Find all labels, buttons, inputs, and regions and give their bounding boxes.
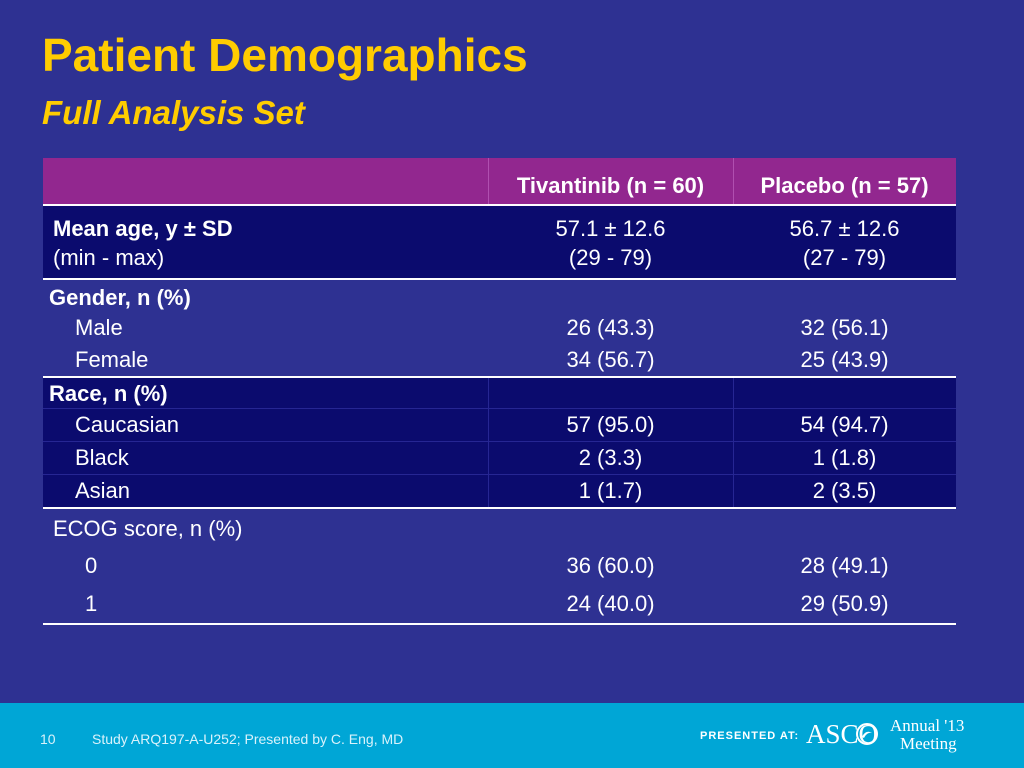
row-placebo-value: 2 (3.5): [812, 478, 877, 503]
age-label-cell: Mean age, y ± SD (min - max): [53, 214, 498, 272]
table-row: Caucasian 57 (95.0) 54 (94.7): [43, 408, 956, 441]
row-tivantinib-value: 1 (1.7): [578, 478, 643, 503]
table-row: Asian 1 (1.7) 2 (3.5): [43, 474, 956, 507]
row-tivantinib-value: 26 (43.3): [566, 315, 655, 340]
table-bottom-rule: [43, 623, 956, 625]
row-label: Caucasian: [75, 412, 179, 437]
race-section: Race, n (%) Caucasian 57 (95.0) 54 (94.7…: [43, 376, 956, 509]
age-placebo-cell: 56.7 ± 12.6 (27 - 79): [733, 214, 956, 272]
row-tivantinib-value: 57 (95.0): [566, 412, 655, 437]
section-row-race: Race, n (%): [43, 378, 956, 408]
age-placebo-range: (27 - 79): [802, 245, 887, 270]
column-divider: [488, 378, 489, 507]
header-cell-placebo: Placebo (n = 57): [760, 173, 929, 198]
footer-bar: 10 Study ARQ197-A-U252; Presented by C. …: [0, 703, 1024, 768]
header-cell-tivantinib: Tivantinib (n = 60): [516, 173, 705, 198]
row-placebo-value: 54 (94.7): [800, 412, 889, 437]
row-label: Female: [75, 347, 149, 372]
annual-meeting-line2: Meeting: [900, 734, 957, 753]
table-header-row: Tivantinib (n = 60) Placebo (n = 57): [43, 158, 956, 206]
slide-subtitle: Full Analysis Set: [42, 94, 305, 131]
demographics-table: Tivantinib (n = 60) Placebo (n = 57) Mea…: [43, 158, 956, 625]
annual-meeting-line1: Annual '13: [890, 716, 965, 735]
study-citation: Study ARQ197-A-U252; Presented by C. Eng…: [92, 731, 404, 747]
column-divider: [733, 378, 734, 507]
table-row-age: Mean age, y ± SD (min - max) 57.1 ± 12.6…: [43, 206, 956, 280]
ecog-section-label: ECOG score, n (%): [53, 516, 243, 541]
page-number: 10: [40, 731, 56, 747]
row-tivantinib-value: 2 (3.3): [578, 445, 643, 470]
age-tivantinib-range: (29 - 79): [568, 245, 653, 270]
row-placebo-value: 25 (43.9): [800, 347, 889, 372]
section-row-ecog: ECOG score, n (%): [43, 509, 956, 547]
row-label: 0: [85, 553, 98, 578]
row-label: Asian: [75, 478, 131, 503]
column-divider: [733, 158, 734, 204]
slide-title: Patient Demographics: [42, 29, 528, 81]
asco-flame-icon: [856, 723, 878, 745]
table-row: Black 2 (3.3) 1 (1.8): [43, 441, 956, 474]
row-tivantinib-value: 34 (56.7): [566, 347, 655, 372]
race-section-label: Race, n (%): [49, 381, 168, 406]
annual-meeting-logo: Annual '13 Meeting: [890, 717, 964, 753]
table-row: 1 24 (40.0) 29 (50.9): [43, 585, 956, 623]
presented-at-label: PRESENTED AT:: [700, 730, 800, 742]
gender-section-label: Gender, n (%): [49, 285, 191, 310]
row-placebo-value: 32 (56.1): [800, 315, 889, 340]
age-tivantinib-mean: 57.1 ± 12.6: [555, 216, 666, 241]
row-placebo-value: 1 (1.8): [812, 445, 877, 470]
row-tivantinib-value: 36 (60.0): [566, 553, 655, 578]
row-label: 1: [85, 591, 98, 616]
column-divider: [488, 158, 489, 204]
table-row: 0 36 (60.0) 28 (49.1): [43, 547, 956, 585]
row-tivantinib-value: 24 (40.0): [566, 591, 655, 616]
section-row-gender: Gender, n (%): [43, 282, 956, 312]
row-label: Black: [75, 445, 129, 470]
row-label: Male: [75, 315, 123, 340]
table-row: Female 34 (56.7) 25 (43.9): [43, 344, 956, 376]
row-placebo-value: 29 (50.9): [800, 591, 889, 616]
table-row: Male 26 (43.3) 32 (56.1): [43, 312, 956, 344]
age-placebo-mean: 56.7 ± 12.6: [789, 216, 900, 241]
age-label: Mean age, y ± SD: [53, 216, 233, 241]
age-tivantinib-cell: 57.1 ± 12.6 (29 - 79): [488, 214, 733, 272]
age-range-label: (min - max): [53, 245, 165, 270]
row-placebo-value: 28 (49.1): [800, 553, 889, 578]
